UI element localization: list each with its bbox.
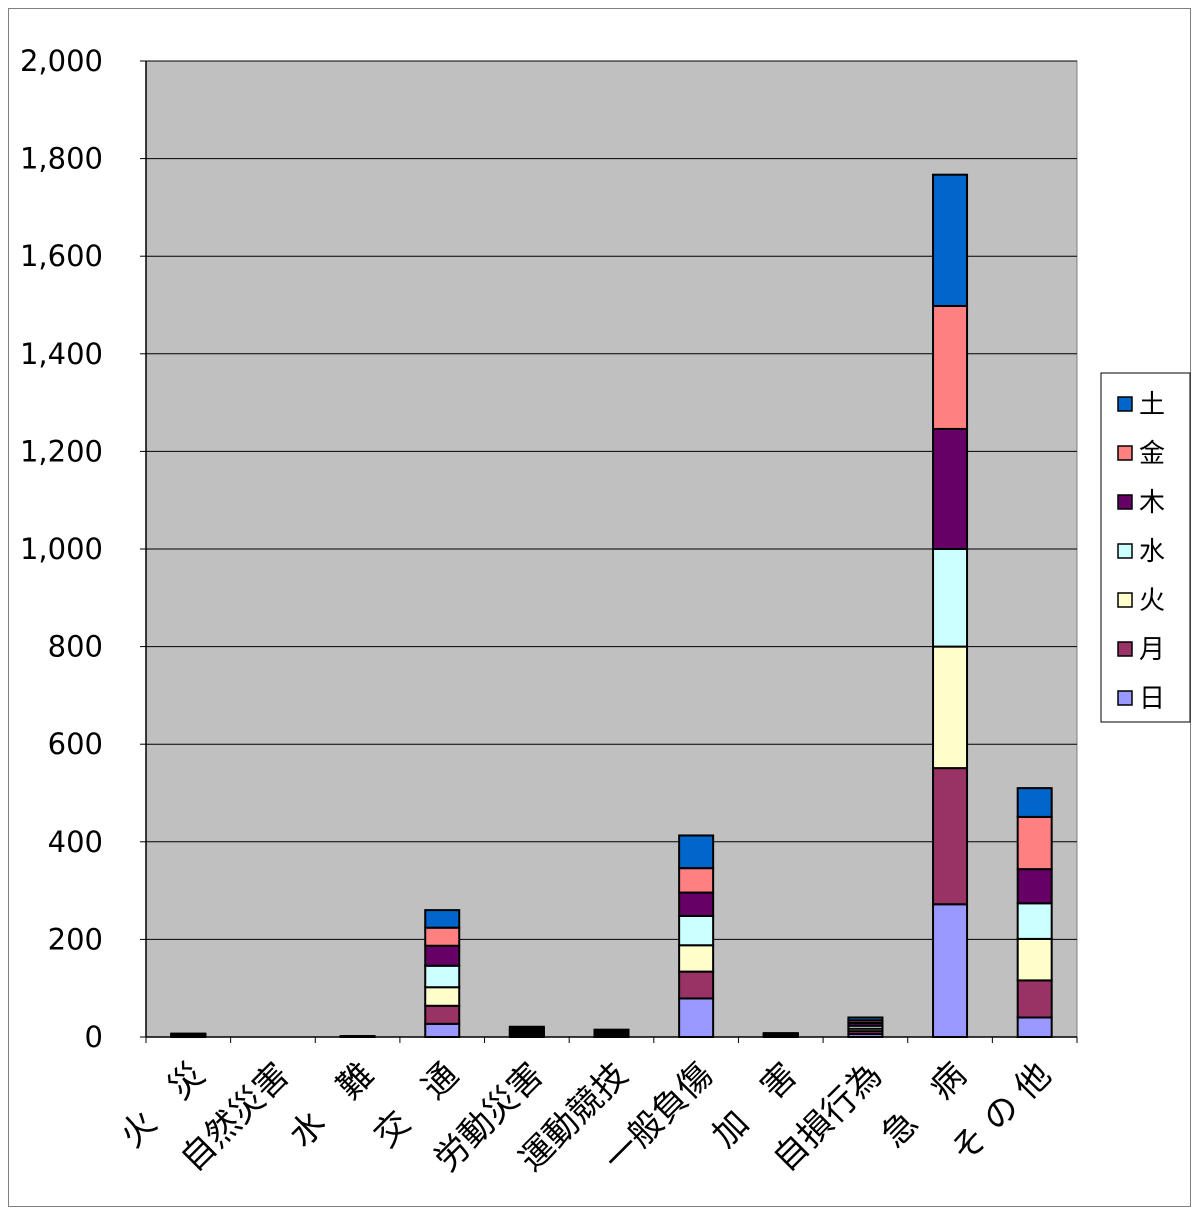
bar-segment [678, 997, 715, 1038]
y-tick-label: 0 [85, 1020, 103, 1054]
legend-swatch [1117, 690, 1133, 706]
bar-segment [678, 834, 715, 870]
y-axis: 0 200 400 600 800 1,000 1,200 1,400 1,600 1,800 2,… [20, 44, 147, 1054]
bar-segment [932, 645, 969, 770]
legend-label: 月 [1139, 635, 1165, 665]
bar-segment [678, 944, 715, 973]
legend-label: 木 [1139, 488, 1165, 518]
y-tick-label: 1,200 [20, 434, 103, 468]
bar-segment [1016, 979, 1053, 1019]
bar-segment [678, 914, 715, 947]
bar-segment [932, 903, 969, 1038]
bar-segment [678, 891, 715, 917]
bar-segment [1016, 902, 1053, 940]
y-tick-label: 1,000 [20, 532, 103, 566]
y-tick-label: 600 [48, 727, 103, 761]
bar-segment [1016, 787, 1053, 818]
legend-swatch [1117, 396, 1133, 412]
legend-swatch [1117, 543, 1133, 559]
y-tick-label: 1,800 [20, 142, 103, 176]
bar-segment [424, 944, 461, 967]
y-tick-label: 1,600 [20, 239, 103, 273]
legend-label: 火 [1139, 586, 1165, 616]
bar-segment [170, 1032, 207, 1036]
bars [170, 173, 1053, 1039]
bar-segment [932, 173, 969, 307]
bar-segment [424, 926, 461, 947]
gridlines [146, 60, 1077, 940]
bar-segment [424, 909, 461, 929]
bar-segment [762, 1032, 799, 1035]
legend-swatch [1117, 445, 1133, 461]
bar-segment [1016, 937, 1053, 982]
y-tick-label: 200 [48, 922, 103, 956]
bar-segment [678, 867, 715, 894]
legend-label: 水 [1139, 537, 1165, 567]
y-tick-label: 1,400 [20, 337, 103, 371]
bar-segment [847, 1016, 884, 1022]
bar-segment [932, 304, 969, 430]
bar-segment [1016, 868, 1053, 905]
bar-segment [678, 970, 715, 1000]
legend-box [1100, 372, 1191, 723]
bar-segment [424, 1022, 461, 1038]
bar-segment [593, 1028, 630, 1032]
legend-label: 金 [1139, 439, 1165, 469]
legend-swatch [1117, 592, 1133, 608]
bar-segment [932, 767, 969, 906]
y-tick-label: 800 [48, 630, 103, 664]
x-tick-label: 水 難 [282, 1055, 382, 1155]
bar-segment [1016, 1016, 1053, 1038]
legend-label: 土 [1139, 390, 1165, 420]
bar-segment [424, 986, 461, 1007]
y-tick-label: 2,000 [20, 44, 103, 78]
bar-segment [932, 548, 969, 648]
bar-segment [424, 1004, 461, 1025]
bar-segment [508, 1025, 545, 1030]
legend-swatch [1117, 641, 1133, 657]
bar-segment [1016, 815, 1053, 871]
bar-segment [424, 964, 461, 989]
bar-segment [932, 427, 969, 550]
y-tick-label: 400 [48, 825, 103, 859]
legend-swatch [1117, 494, 1133, 510]
legend-label: 日 [1139, 684, 1165, 714]
